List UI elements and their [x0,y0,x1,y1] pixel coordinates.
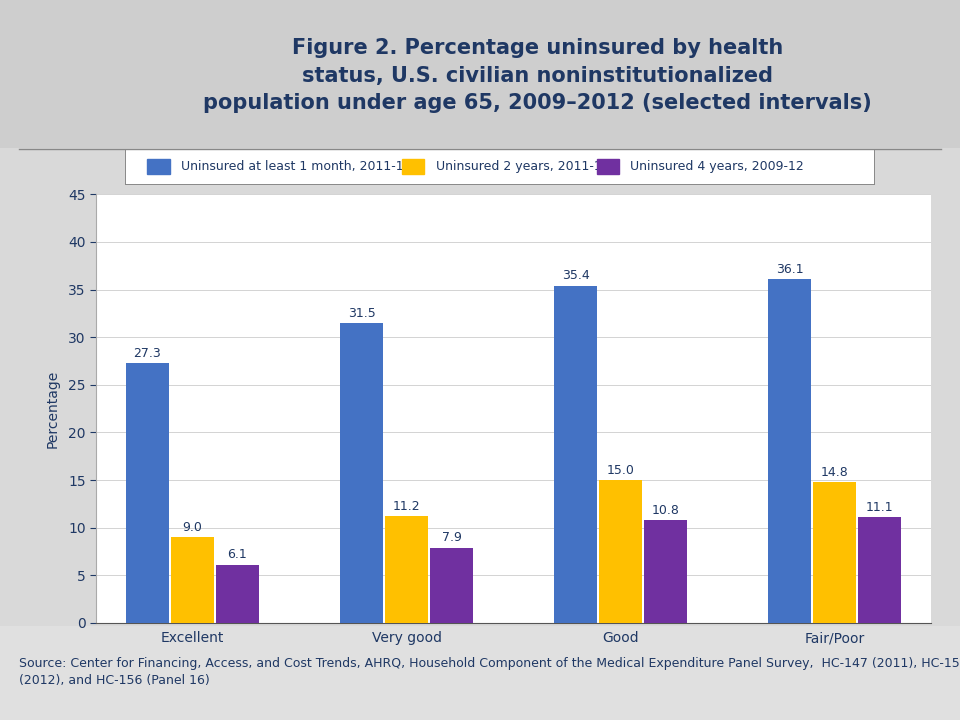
Text: 9.0: 9.0 [182,521,203,534]
Bar [430,548,473,623]
Bar [858,517,901,623]
Bar [768,279,811,623]
Bar [596,159,619,174]
Y-axis label: Percentage: Percentage [46,369,60,448]
Bar [402,159,424,174]
Text: Uninsured 4 years, 2009-12: Uninsured 4 years, 2009-12 [630,160,804,173]
Bar [126,363,169,623]
Text: Uninsured 2 years, 2011-12: Uninsured 2 years, 2011-12 [436,160,610,173]
Text: 11.2: 11.2 [393,500,420,513]
Bar [340,323,383,623]
Text: Source: Center for Financing, Access, and Cost Trends, AHRQ, Household Component: Source: Center for Financing, Access, an… [19,657,960,687]
Bar [599,480,642,623]
Text: 7.9: 7.9 [442,531,462,544]
Text: 6.1: 6.1 [228,549,248,562]
Bar [644,520,687,623]
Text: 31.5: 31.5 [348,307,375,320]
Text: 35.4: 35.4 [562,269,589,282]
Text: 11.1: 11.1 [866,501,894,514]
Text: 14.8: 14.8 [821,466,849,479]
Bar [171,537,214,623]
Bar [385,516,428,623]
Text: 36.1: 36.1 [776,263,804,276]
Bar [147,159,170,174]
Bar [216,564,259,623]
Bar [813,482,856,623]
Text: Uninsured at least 1 month, 2011-12: Uninsured at least 1 month, 2011-12 [180,160,412,173]
Text: 10.8: 10.8 [652,504,680,517]
Text: 27.3: 27.3 [133,346,161,359]
Bar [554,286,597,623]
Text: Figure 2. Percentage uninsured by health
status, U.S. civilian noninstitutionali: Figure 2. Percentage uninsured by health… [204,38,872,113]
Text: 15.0: 15.0 [607,464,635,477]
